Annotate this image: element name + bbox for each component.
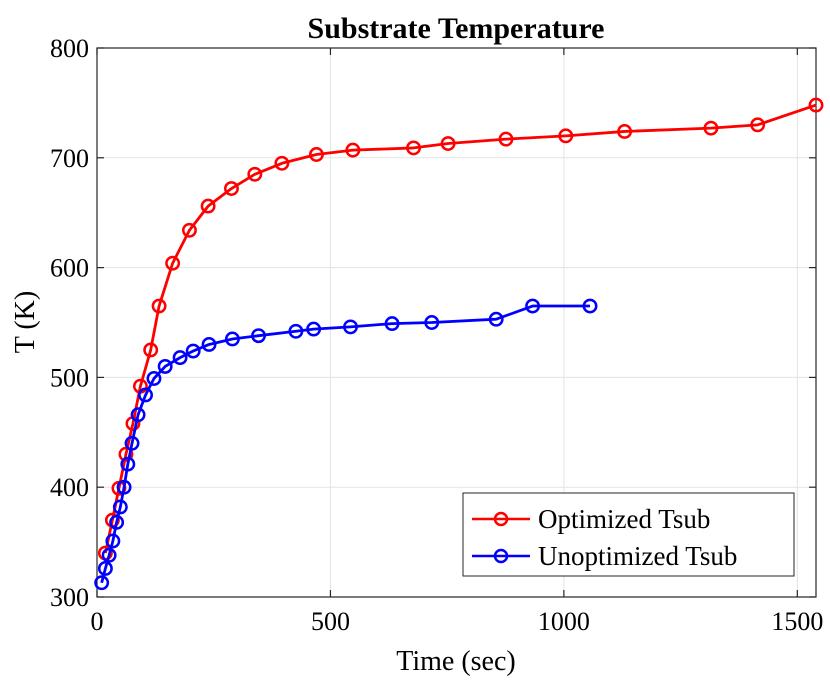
- data-point-unoptimized: [424, 315, 440, 330]
- axis-ticks: 0 500 1000 1500 300 400 500 600 700 800: [50, 34, 823, 636]
- y-tick-label: 600: [50, 254, 89, 283]
- legend-box: [462, 492, 795, 577]
- data-point-unoptimized: [251, 328, 266, 344]
- data-point-optimized: [703, 120, 719, 136]
- y-tick-label: 800: [50, 34, 89, 63]
- data-point-unoptimized: [120, 456, 136, 472]
- y-tick-label: 500: [50, 363, 89, 392]
- data-point-optimized: [200, 198, 216, 214]
- series-unoptimized: [94, 298, 598, 591]
- plot-area-frame: [96, 47, 817, 598]
- y-tick-label: 700: [50, 144, 89, 173]
- data-point-optimized: [274, 155, 290, 171]
- data-point-optimized: [440, 136, 456, 151]
- x-axis-label: Time (sec): [396, 646, 516, 677]
- legend: Optimized Tsub Unoptimized Tsub: [462, 492, 795, 577]
- legend-marker-optimized: [493, 511, 509, 527]
- data-point-unoptimized: [138, 387, 154, 403]
- data-point-unoptimized: [101, 547, 117, 563]
- series-optimized: [97, 97, 824, 561]
- data-point-optimized: [558, 128, 574, 144]
- data-point-unoptimized: [488, 311, 504, 327]
- data-point-unoptimized: [116, 479, 132, 495]
- y-tick-label: 400: [50, 473, 89, 502]
- data-point-unoptimized: [185, 343, 201, 359]
- data-point-optimized: [498, 131, 514, 147]
- data-point-optimized: [406, 140, 421, 156]
- x-tick-label: 1000: [538, 607, 590, 636]
- data-point-unoptimized: [224, 331, 240, 347]
- data-point-unoptimized: [130, 407, 146, 423]
- legend-label-optimized: Optimized Tsub: [538, 504, 710, 534]
- data-point-optimized: [308, 147, 324, 162]
- data-point-unoptimized: [112, 499, 128, 515]
- x-tick-label: 0: [91, 607, 104, 636]
- data-point-unoptimized: [105, 533, 121, 549]
- data-point-unoptimized: [343, 319, 358, 335]
- series-line-optimized: [104, 103, 817, 554]
- legend-label-unoptimized: Unoptimized Tsub: [538, 541, 737, 571]
- y-tick-label: 300: [50, 583, 89, 612]
- data-point-optimized: [118, 446, 134, 462]
- data-point-optimized: [617, 123, 633, 139]
- data-point-optimized: [181, 222, 197, 238]
- legend-marker-unoptimized: [493, 548, 509, 564]
- x-tick-label: 1500: [771, 607, 823, 636]
- data-point-unoptimized: [306, 321, 322, 337]
- chart-title: Substrate Temperature: [308, 12, 605, 45]
- data-point-optimized: [224, 181, 239, 196]
- y-axis-label: T (K): [10, 291, 41, 353]
- data-point-unoptimized: [525, 298, 541, 314]
- data-point-optimized: [808, 97, 824, 113]
- data-point-unoptimized: [97, 561, 113, 576]
- data-point-optimized: [165, 255, 181, 271]
- data-point-optimized: [750, 117, 766, 133]
- data-point-unoptimized: [146, 371, 162, 386]
- data-point-unoptimized: [384, 316, 400, 332]
- data-point-optimized: [143, 342, 159, 358]
- grid: [97, 48, 816, 597]
- x-tick-label: 500: [311, 607, 350, 636]
- data-point-optimized: [345, 142, 361, 158]
- data-point-unoptimized: [582, 298, 598, 314]
- series-group: [94, 97, 824, 591]
- data-point-unoptimized: [288, 323, 304, 339]
- data-point-unoptimized: [124, 435, 140, 451]
- data-point-unoptimized: [172, 350, 188, 366]
- data-point-unoptimized: [109, 514, 125, 530]
- data-point-unoptimized: [201, 337, 217, 352]
- data-point-optimized: [247, 166, 263, 182]
- data-point-unoptimized: [94, 575, 110, 591]
- data-point-unoptimized: [157, 358, 173, 374]
- data-point-optimized: [151, 298, 167, 314]
